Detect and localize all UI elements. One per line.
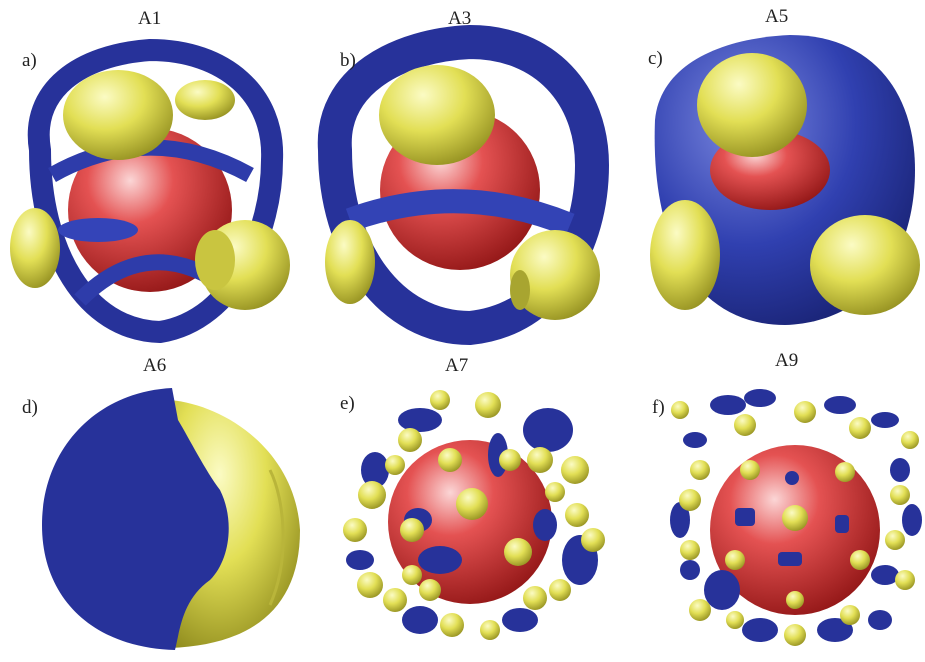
panel-title-a6: A6 [143, 355, 167, 376]
yellow-lobe-right [510, 230, 600, 320]
panel-title-a9: A9 [775, 350, 799, 371]
yellow-lobe-left [10, 208, 60, 288]
panel-label-f: f) [652, 397, 665, 418]
panel-label-c: c) [648, 48, 663, 69]
panel-c-orbital [650, 35, 920, 325]
blue-lobe [42, 388, 229, 650]
panel-label-d: d) [22, 397, 38, 418]
blue-lobe-ring [317, 24, 610, 346]
yellow-lobe-left [650, 200, 720, 310]
panel-title-a3: A3 [448, 8, 472, 29]
panel-title-a1: A1 [138, 8, 162, 29]
panel-f-orbital [670, 389, 922, 646]
yellow-lobe-right [810, 215, 920, 315]
panel-label-b: b) [340, 50, 356, 71]
yellow-lobe-top [63, 70, 173, 160]
panel-b-orbital [317, 24, 610, 346]
panel-d-orbital [42, 388, 300, 650]
blue-lobes [670, 389, 922, 642]
panel-title-a7: A7 [445, 355, 469, 376]
panel-title-a5: A5 [765, 6, 789, 27]
panel-label-a: a) [22, 50, 37, 71]
yellow-lobes [671, 401, 919, 646]
panel-label-e: e) [340, 393, 355, 414]
yellow-lobe-top [697, 53, 807, 157]
yellow-lobe-top [379, 65, 495, 165]
core-sphere [68, 128, 232, 292]
panel-e-orbital [343, 390, 605, 640]
yellow-lobes [343, 390, 605, 640]
yellow-lobe-left [325, 220, 375, 304]
panel-a-orbital [10, 38, 290, 344]
